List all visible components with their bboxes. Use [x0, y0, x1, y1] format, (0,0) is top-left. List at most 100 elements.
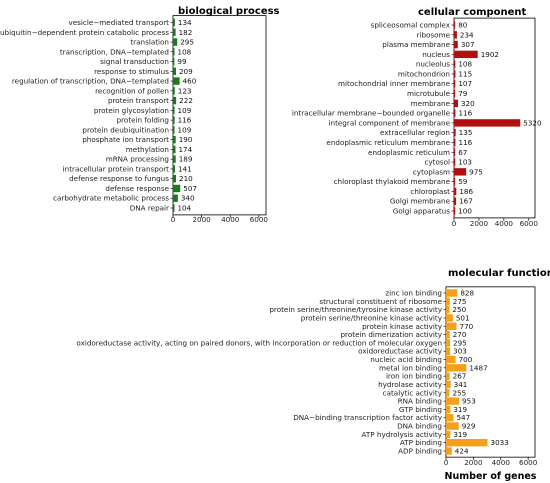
mf-bar: [446, 330, 450, 339]
cc-category-label: chloroplast thylakoid membrane: [334, 177, 451, 186]
mf-category-label: zinc ion binding: [385, 289, 442, 298]
bp-category-label: vesicle−mediated transport: [69, 18, 170, 27]
cc-value-label: 116: [458, 138, 472, 147]
mf-bar: [446, 364, 467, 372]
bp-category-label: intracellular protein transport: [63, 164, 170, 173]
cc-panel: cellular component 0 2000 4000 6000 spliceoso…: [292, 7, 542, 228]
cc-bar: [454, 99, 458, 108]
mf-bar: [446, 372, 450, 380]
bp-category-label: response to stimulus: [94, 67, 169, 76]
cc-xtick-label: 0: [452, 219, 457, 228]
bp-category-label: protein transport: [108, 96, 169, 105]
bp-category-label: transcription, DNA−templated: [60, 47, 169, 56]
cc-value-label: 108: [458, 60, 472, 69]
cc-bar: [454, 177, 456, 186]
bp-value-label: 116: [178, 116, 192, 125]
cc-bar: [454, 109, 456, 117]
mf-category-label: metal ion binding: [379, 363, 442, 372]
mf-value-label: 929: [462, 422, 476, 431]
mf-bar: [446, 430, 451, 439]
mf-category-label: catalytic activity: [383, 388, 443, 397]
mf-bar: [446, 339, 451, 347]
bp-value-label: 109: [178, 106, 192, 115]
mf-category-label: DNA binding: [397, 422, 442, 431]
cc-bar: [454, 197, 457, 205]
cc-xtick-label: 2000: [470, 219, 489, 228]
cc-bar: [454, 207, 456, 215]
bp-category-label: carbohydrate metabolic process: [53, 194, 169, 203]
mf-bar: [446, 397, 460, 405]
bp-bar: [173, 28, 176, 36]
bp-bar: [173, 194, 178, 202]
bp-bar: [173, 106, 175, 115]
cc-bar: [454, 168, 467, 176]
bp-category-label: phosphate ion transport: [82, 135, 169, 144]
mf-category-label: protein serine/threonine kinase activity: [301, 313, 443, 322]
bp-value-label: 209: [179, 67, 193, 76]
mf-value-label: 303: [453, 347, 467, 356]
cc-xtick-label: 6000: [520, 219, 539, 228]
mf-bar: [446, 380, 451, 389]
bp-value-label: 123: [178, 86, 192, 95]
bp-category-label: regulation of transcription, DNA−templat…: [12, 77, 169, 86]
bp-value-label: 460: [183, 77, 197, 86]
mf-category-label: oxidoreductase activity: [358, 347, 443, 356]
mf-category-label: GTP binding: [399, 405, 442, 414]
cc-value-label: 186: [459, 187, 473, 196]
cc-value-label: 1902: [481, 50, 499, 59]
mf-bar: [446, 322, 457, 330]
mf-value-label: 1487: [469, 363, 487, 372]
cc-category-label: membrane: [411, 99, 451, 108]
bp-bar: [173, 57, 175, 66]
mf-value-label: 319: [453, 430, 467, 439]
cc-value-label: 100: [458, 207, 472, 216]
cc-category-label: spliceosomal complex: [371, 21, 451, 30]
cc-bar: [454, 31, 457, 39]
cc-category-label: mitochondrion: [398, 69, 450, 78]
mf-category-label: structural constituent of ribosome: [319, 297, 442, 306]
cc-value-label: 107: [458, 79, 472, 88]
cc-category-label: integral component of membrane: [329, 118, 451, 127]
cc-category-label: extracellular region: [380, 128, 450, 137]
cc-category-label: cytosol: [424, 158, 450, 167]
mf-category-label: hydrolase activity: [378, 380, 443, 389]
mf-category-label: protein serine/threonine/tyrosine kinase…: [269, 305, 442, 314]
bp-bar: [173, 155, 176, 163]
mf-value-label: 953: [462, 397, 476, 406]
mf-category-label: DNA−binding transcription factor activit…: [293, 413, 443, 422]
mf-bar: [446, 422, 459, 430]
mf-category-label: protein dimerization activity: [341, 330, 443, 339]
cc-category-label: endoplasmic reticulum: [368, 148, 450, 157]
mf-category-label: iron ion binding: [386, 372, 442, 381]
mf-value-label: 770: [460, 322, 474, 331]
bp-frame: [172, 15, 267, 216]
bp-category-label: signal transduction: [100, 57, 169, 66]
bp-value-label: 141: [178, 164, 192, 173]
mf-category-label: oxidoreductase activity, acting on paire…: [76, 338, 442, 347]
mf-bar: [446, 438, 488, 447]
cc-value-label: 5320: [523, 118, 542, 127]
mf-xlabel: Number of genes: [445, 471, 537, 482]
cc-bar: [454, 89, 456, 98]
mf-value-label: 424: [455, 447, 469, 456]
cc-value-label: 320: [461, 99, 475, 108]
mf-bar: [446, 297, 450, 306]
mf-bar: [446, 447, 452, 455]
cc-value-label: 79: [458, 89, 468, 98]
bp-bar: [173, 135, 176, 144]
mf-bar: [446, 355, 456, 364]
cc-category-label: mitochondrial inner membrane: [338, 79, 451, 88]
mf-category-label: ADP binding: [398, 447, 442, 456]
cc-bar: [454, 128, 456, 137]
mf-xtick-label: 2000: [464, 458, 483, 467]
bp-category-label: protein deubiquitination: [82, 125, 169, 134]
cc-category-label: endoplasmic reticulum membrane: [326, 138, 450, 147]
bp-value-label: 134: [178, 18, 192, 27]
cc-category-label: plasma membrane: [382, 40, 450, 49]
cc-category-label: Golgi apparatus: [393, 207, 450, 216]
bp-value-label: 99: [177, 57, 187, 66]
bp-bar: [173, 165, 176, 173]
mf-value-label: 250: [452, 305, 466, 314]
bp-category-label: protein folding: [117, 116, 169, 125]
cc-bar: [454, 158, 456, 166]
